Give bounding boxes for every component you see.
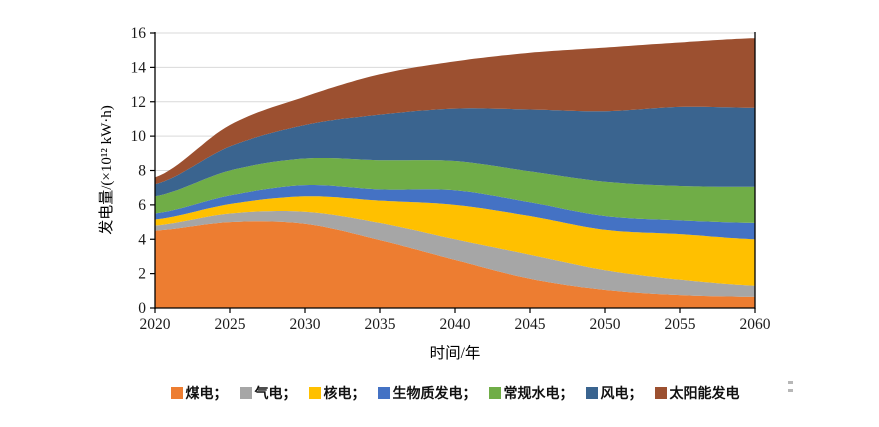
legend-swatch xyxy=(654,387,667,399)
area-nuclear xyxy=(155,196,755,286)
x-tick-label: 2035 xyxy=(365,316,396,333)
x-tick-label: 2025 xyxy=(215,316,246,333)
y-tick-label: 4 xyxy=(138,231,146,248)
x-axis-title: 时间/年 xyxy=(429,345,481,362)
x-tick-label: 2060 xyxy=(740,316,771,333)
y-tick-label: 8 xyxy=(138,163,146,180)
legend-item: 核电； xyxy=(308,383,366,403)
legend-label: 核电； xyxy=(323,385,366,401)
y-tick-label: 6 xyxy=(138,197,146,214)
y-tick-label: 12 xyxy=(131,94,147,111)
x-tick-label: 2050 xyxy=(590,316,621,333)
area-biomass xyxy=(155,185,755,240)
legend-label: 煤电； xyxy=(185,385,228,401)
y-tick-label: 14 xyxy=(131,59,147,76)
x-tick-label: 2040 xyxy=(440,316,471,333)
x-tick-label: 2045 xyxy=(515,316,546,333)
legend-swatch xyxy=(239,387,252,399)
y-tick-label: 10 xyxy=(131,128,147,145)
legend-item: 生物质发电； xyxy=(377,383,477,403)
legend-swatch xyxy=(585,387,598,399)
area-solar xyxy=(155,38,755,185)
legend-swatch xyxy=(377,387,390,399)
y-tick-label: 2 xyxy=(138,266,146,283)
area-hydro xyxy=(155,158,755,223)
y-tick-label: 16 xyxy=(131,25,147,42)
area-gas xyxy=(155,211,755,297)
area-wind xyxy=(155,106,755,197)
y-tick-label: 0 xyxy=(138,300,146,317)
stray-mark xyxy=(788,381,793,384)
y-axis-title: 发电量/(×10¹² kW·h) xyxy=(99,105,115,235)
legend-item: 常规水电； xyxy=(488,383,574,403)
legend-swatch xyxy=(170,387,183,399)
legend-swatch xyxy=(308,387,321,399)
legend-label: 气电； xyxy=(254,385,297,401)
chart-legend: 煤电； 气电； 核电； 生物质发电； 常规水电； 风电； 太阳能发电 xyxy=(120,383,790,403)
legend-label: 风电； xyxy=(600,385,643,401)
legend-swatch xyxy=(488,387,501,399)
legend-item: 煤电； xyxy=(170,383,228,403)
legend-label: 生物质发电； xyxy=(392,385,477,401)
legend-item: 风电； xyxy=(585,383,643,403)
legend-label: 常规水电； xyxy=(503,385,574,401)
x-tick-label: 2020 xyxy=(140,316,171,333)
area-coal xyxy=(155,221,755,308)
legend-item: 气电； xyxy=(239,383,297,403)
x-tick-label: 2030 xyxy=(290,316,321,333)
legend-label: 太阳能发电 xyxy=(669,385,740,401)
x-tick-label: 2055 xyxy=(665,316,696,333)
legend-item: 太阳能发电 xyxy=(654,383,740,403)
